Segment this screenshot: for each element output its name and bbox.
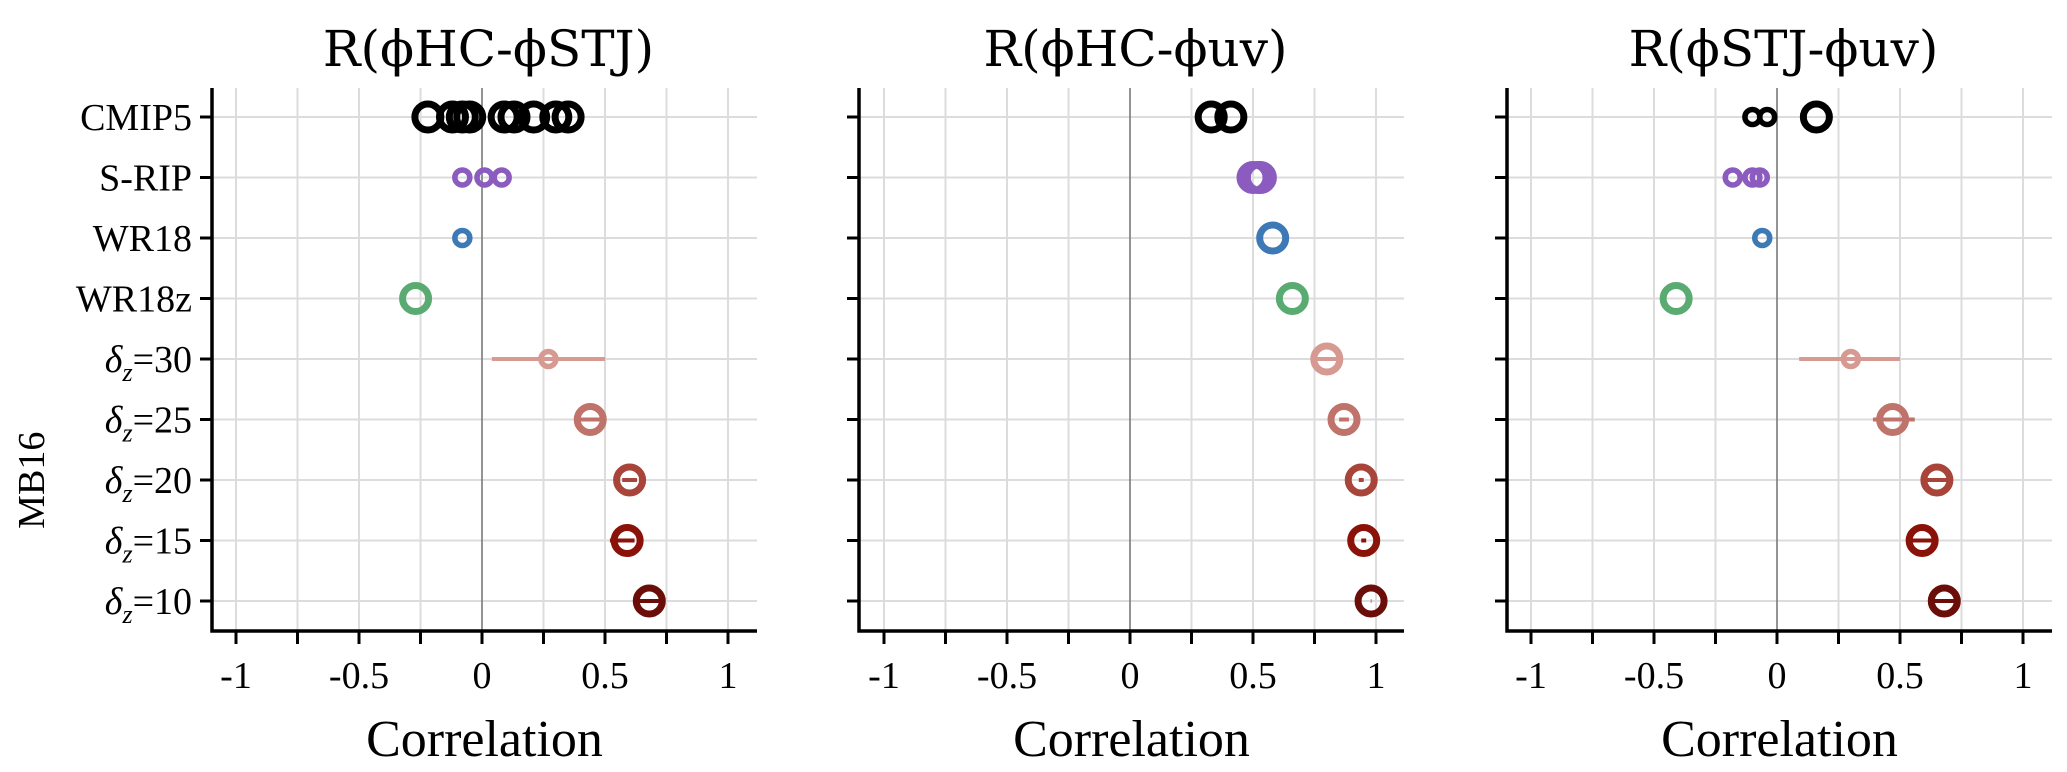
y-tick-label-subscript: z	[121, 540, 132, 569]
x-tick-label: 0.5	[1229, 655, 1277, 697]
y-tick-label: δz=10	[105, 581, 192, 629]
data-point	[1742, 167, 1763, 188]
data-point	[399, 282, 433, 315]
data-point	[1840, 348, 1862, 370]
y-tick-label-value: =10	[133, 581, 192, 623]
data-point	[517, 100, 551, 134]
y-tick-label-value: =20	[133, 460, 192, 502]
y-tick-label-symbol: δ	[105, 521, 124, 563]
data-point	[1722, 167, 1743, 188]
x-tick-label: -0.5	[1624, 655, 1684, 697]
data-point	[538, 348, 559, 370]
x-tick-label: 0	[1121, 655, 1140, 697]
data-point	[1799, 100, 1833, 134]
x-tick-label: 1	[1367, 655, 1386, 697]
x-tick-label: 1	[2014, 655, 2033, 697]
data-point	[1751, 227, 1773, 249]
axis-spines	[857, 88, 1404, 633]
panels-group: -1 -0.5 0 0.5 1 Correlation R(ϕHC-ϕSTJ) CMIP5 S-…	[11, 20, 2052, 768]
x-tick-label: -0.5	[977, 655, 1037, 697]
data-point	[1344, 463, 1378, 497]
data-point	[551, 100, 585, 134]
y-tick-label-value: =15	[133, 521, 192, 563]
data-point	[573, 403, 607, 436]
data-point	[1194, 100, 1228, 134]
y-tick-label-subscript: z	[121, 600, 132, 629]
data-point	[1354, 584, 1388, 618]
x-tick-label: 1	[719, 655, 738, 697]
data-point	[1749, 167, 1771, 188]
y-tick-label: δz=30	[105, 339, 192, 387]
data-point	[1927, 584, 1961, 618]
y-tick-label-value: =30	[133, 339, 192, 381]
y-tick-label: δz=20	[105, 460, 192, 508]
x-tick-label: -1	[868, 655, 900, 697]
panel-title: R(ϕHC-ϕSTJ)	[323, 20, 654, 78]
group-label: MB16	[11, 432, 53, 529]
data-point	[1327, 403, 1361, 436]
y-tick-label-subscript: z	[121, 358, 132, 387]
x-tick-label: -1	[1515, 655, 1547, 697]
data-point	[1756, 106, 1778, 128]
data-point	[1275, 282, 1309, 315]
x-axis-label: Correlation	[1013, 711, 1250, 768]
axis-spines	[1505, 88, 2052, 633]
data-point	[453, 100, 487, 134]
data-point	[613, 463, 647, 497]
x-tick-label: 0	[473, 655, 492, 697]
data-point	[1905, 524, 1939, 557]
y-tick-label-value: =25	[133, 400, 192, 442]
panel-1: -1 -0.5 0 0.5 1 Correlation R(ϕHC-ϕSTJ) CMIP5 S-…	[11, 20, 757, 768]
data-point	[452, 227, 473, 249]
x-tick-label: -1	[220, 655, 252, 697]
y-tick-label: δz=15	[105, 521, 192, 569]
y-tick-label-symbol: δ	[105, 460, 124, 502]
data-point	[1659, 282, 1693, 315]
data-point	[1214, 100, 1248, 134]
x-tick-label: 0.5	[581, 655, 629, 697]
panel-title: R(ϕHC-ϕuv)	[983, 20, 1287, 78]
data-point	[1920, 463, 1954, 497]
data-point	[539, 100, 573, 134]
y-tick-label: δz=25	[105, 400, 192, 448]
y-tick-label: WR18	[93, 218, 192, 260]
y-tick-label-symbol: δ	[105, 400, 124, 442]
data-point	[1310, 342, 1344, 376]
y-tick-label: S-RIP	[99, 158, 192, 200]
panel-title: R(ϕSTJ-ϕuv)	[1629, 20, 1939, 78]
y-tick-label-symbol: δ	[105, 339, 124, 381]
x-axis-label: Correlation	[366, 711, 603, 768]
x-tick-label: 0	[1768, 655, 1787, 697]
panel-2: -1 -0.5 0 0.5 1 Correlation R(ϕHC-ϕuv)	[847, 20, 1404, 768]
data-point	[497, 100, 531, 134]
data-point	[610, 524, 644, 557]
x-tick-label: 0.5	[1876, 655, 1924, 697]
y-tick-label: CMIP5	[80, 97, 192, 139]
data-point	[452, 167, 473, 188]
data-point	[491, 167, 512, 188]
x-axis-label: Correlation	[1661, 711, 1898, 768]
panel-3: -1 -0.5 0 0.5 1 Correlation R(ϕSTJ-ϕuv)	[1495, 20, 2052, 768]
data-point	[1256, 221, 1290, 255]
axis-spines	[210, 88, 757, 633]
data-point	[632, 584, 666, 618]
data-point	[1243, 161, 1277, 194]
y-tick-label-subscript: z	[121, 479, 132, 508]
y-tick-label: WR18z	[76, 279, 192, 321]
data-point	[1347, 524, 1381, 557]
y-tick-label-symbol: δ	[105, 581, 124, 623]
data-point	[1876, 403, 1910, 436]
y-tick-label-subscript: z	[121, 419, 132, 448]
x-tick-label: -0.5	[329, 655, 389, 697]
